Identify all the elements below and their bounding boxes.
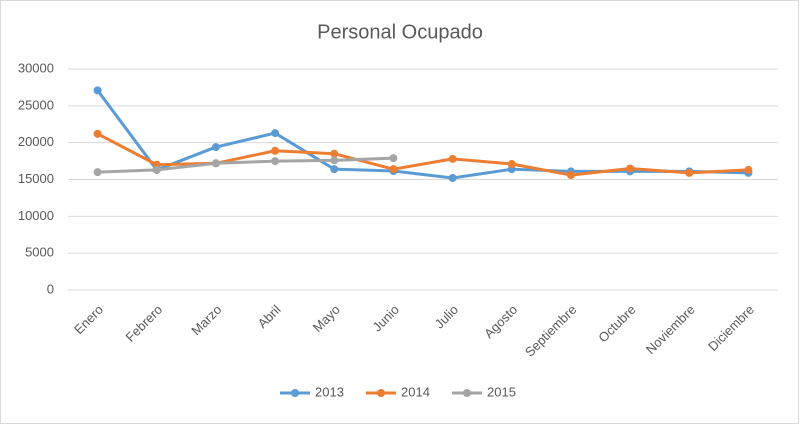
point <box>93 86 102 95</box>
y-tick-label: 15000 <box>18 171 54 186</box>
point <box>211 159 220 168</box>
y-tick-label: 30000 <box>18 60 54 75</box>
point <box>93 129 102 138</box>
point <box>566 171 575 180</box>
series-line <box>97 156 394 174</box>
point <box>448 174 457 183</box>
y-tick-label: 5000 <box>25 245 54 260</box>
point <box>448 154 457 163</box>
point <box>744 165 753 174</box>
y-tick-label: 20000 <box>18 134 54 149</box>
legend-marker <box>291 389 299 397</box>
point <box>389 154 398 163</box>
point <box>271 157 280 166</box>
point <box>152 165 161 174</box>
legend-label: 2015 <box>487 384 516 399</box>
point <box>330 149 339 158</box>
legend-label: 2013 <box>315 384 344 399</box>
point <box>211 143 220 152</box>
legend-label: 2014 <box>401 384 430 399</box>
series-line <box>96 89 749 180</box>
chart-title: Personal Ocupado <box>317 21 483 43</box>
point <box>330 165 339 174</box>
y-tick-label: 10000 <box>18 208 54 223</box>
point <box>93 168 102 177</box>
y-tick-label: 25000 <box>18 97 54 112</box>
point <box>626 164 635 173</box>
point <box>271 146 280 155</box>
point <box>330 156 339 165</box>
point <box>271 129 280 138</box>
legend-marker <box>377 389 385 397</box>
point <box>685 168 694 177</box>
point <box>507 160 516 169</box>
y-tick-label: 0 <box>47 281 54 296</box>
point <box>389 165 398 174</box>
legend-marker <box>463 389 471 397</box>
